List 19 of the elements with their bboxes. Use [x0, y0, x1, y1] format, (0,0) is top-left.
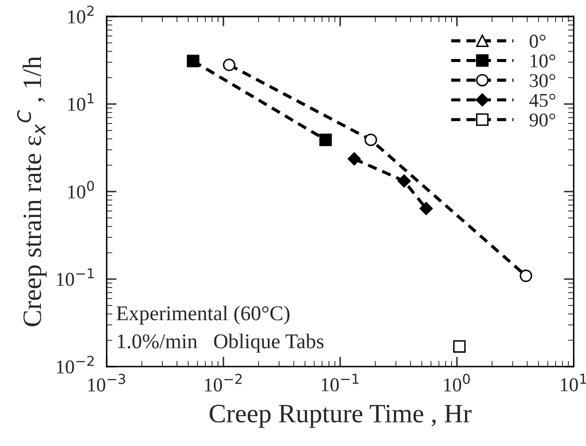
- x-tick-label: 10$^{−1}$: [322, 374, 358, 392]
- x-tick-label: 10$^{1}$: [560, 374, 586, 392]
- y-tick-label: 10$^{1}$: [68, 93, 94, 111]
- legend-label: 90°: [530, 113, 556, 127]
- y-axis-title: Creep strain rate ε$_{x}$$^{C}$ , 1/h: [17, 56, 47, 326]
- x-tick-label: 10$^{−3}$: [88, 374, 126, 392]
- legend-label: 30°: [530, 74, 556, 88]
- x-axis-title: Creep Rupture Time , Hr: [210, 404, 472, 428]
- annotation: Experimental (60°C): [116, 306, 290, 325]
- y-tick-label: 10$^{−1}$: [57, 268, 94, 286]
- x-tick-label: 10$^{0}$: [444, 374, 470, 392]
- y-tick-label: 10$^{−2}$: [57, 356, 94, 374]
- y-tick-label: 10$^{0}$: [68, 180, 94, 198]
- x-tick-label: 10$^{−2}$: [205, 374, 242, 392]
- legend-label: 10°: [530, 54, 556, 68]
- y-tick-label: 10$^{2}$: [68, 6, 94, 24]
- legend-label: 45°: [529, 94, 556, 107]
- legend-label: 0°: [530, 34, 546, 48]
- annotation: 1.0%/min Oblique Tabs: [118, 334, 324, 353]
